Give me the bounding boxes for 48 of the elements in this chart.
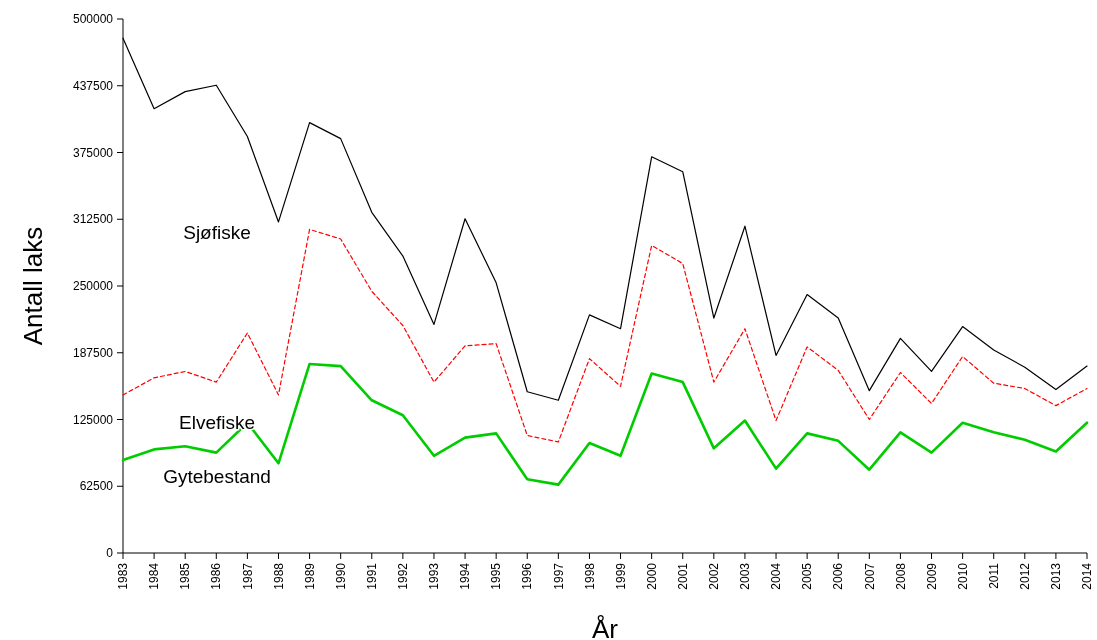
x-tick-label: 2014 bbox=[1080, 562, 1095, 590]
line-series bbox=[122, 228, 1088, 443]
x-tick-label: 2003 bbox=[738, 562, 753, 590]
x-tick-label: 1987 bbox=[240, 562, 255, 590]
x-tick-label: 1990 bbox=[333, 562, 348, 590]
x-tick-label: 2010 bbox=[955, 562, 970, 590]
y-tick-label: 62500 bbox=[79, 479, 114, 494]
x-tick-label: 2008 bbox=[893, 562, 908, 590]
y-tick-label: 500000 bbox=[72, 12, 114, 27]
y-tick-label: 125000 bbox=[72, 412, 114, 427]
x-tick-label: 1997 bbox=[551, 562, 566, 590]
x-tick-label: 1998 bbox=[582, 562, 597, 590]
x-tick-label: 1985 bbox=[178, 562, 193, 590]
x-axis-title: År bbox=[592, 614, 619, 640]
line-series bbox=[121, 362, 1089, 486]
x-tick-label: 1992 bbox=[396, 562, 411, 590]
x-tick-label: 1988 bbox=[271, 562, 286, 590]
x-tick-label: 2012 bbox=[1018, 562, 1033, 590]
x-tick-label: 2002 bbox=[707, 562, 722, 590]
annotation: Elvefiske bbox=[178, 411, 256, 433]
x-tick-label: 1993 bbox=[427, 562, 442, 590]
annotation: Gytebestand bbox=[163, 466, 271, 488]
x-tick-label: 1989 bbox=[302, 562, 317, 590]
x-tick-label: 2005 bbox=[800, 562, 815, 590]
x-tick-label: 2000 bbox=[644, 562, 659, 590]
x-tick-label: 1991 bbox=[364, 562, 379, 590]
x-tick-label: 1996 bbox=[520, 562, 535, 590]
y-tick-label: 250000 bbox=[72, 279, 114, 294]
y-tick-label: 0 bbox=[106, 546, 114, 561]
x-tick-label: 2013 bbox=[1049, 562, 1064, 590]
x-tick-label: 1999 bbox=[613, 562, 628, 590]
x-tick-label: 1983 bbox=[116, 562, 131, 590]
y-tick-label: 312500 bbox=[72, 212, 114, 227]
y-tick-label: 437500 bbox=[72, 78, 114, 93]
x-tick-label: 2001 bbox=[675, 562, 690, 590]
x-tick-label: 1986 bbox=[209, 562, 224, 590]
x-tick-label: 2004 bbox=[769, 562, 784, 590]
x-tick-label: 2007 bbox=[862, 562, 877, 590]
x-tick-label: 2009 bbox=[924, 562, 939, 590]
y-tick-label: 375000 bbox=[72, 145, 114, 160]
annotation: Sjøfiske bbox=[183, 221, 251, 243]
y-axis-title: Antall laks bbox=[18, 226, 48, 346]
x-tick-label: 2006 bbox=[831, 562, 846, 590]
y-tick-label: 187500 bbox=[72, 345, 114, 360]
x-tick-label: 1995 bbox=[489, 562, 504, 590]
x-tick-label: 1994 bbox=[458, 562, 473, 590]
x-tick-label: 1984 bbox=[147, 562, 162, 590]
x-tick-label: 2011 bbox=[986, 562, 1001, 589]
